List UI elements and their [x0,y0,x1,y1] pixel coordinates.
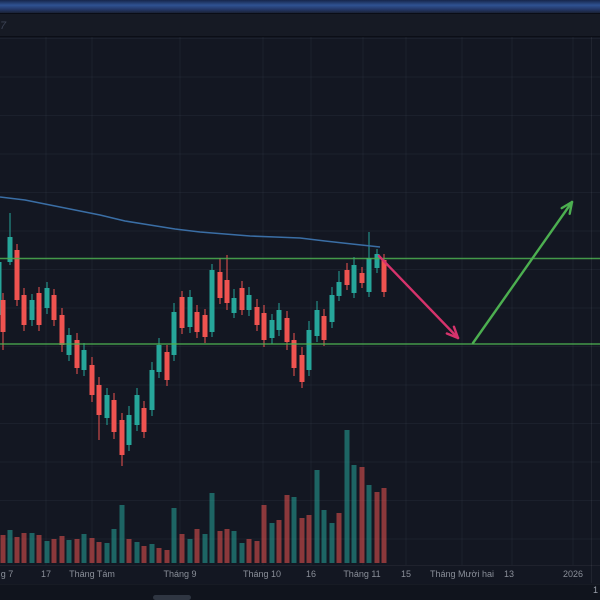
bottom-right-partial-text: 1 [593,585,599,595]
bottom-bar: 1 [0,584,600,600]
time-axis-label: Tháng 9 [163,569,197,579]
chart-grid [0,37,600,565]
window-title-bar[interactable] [0,0,600,14]
time-axis-label: Tháng 10 [242,569,282,579]
toolbar-partial-text: 7 [0,20,6,32]
time-axis[interactable]: g 7 17 Tháng Tám Tháng 9 Tháng 10 16 Tháng 11 1… [0,565,600,584]
time-axis-label: 2026 [562,569,584,579]
ma-line[interactable] [0,196,381,248]
price-axis-separator [591,36,592,583]
arrow-projection-down[interactable] [377,254,460,340]
time-axis-label: Tháng Mười hai [430,569,494,579]
time-axis-label: 16 [305,569,317,579]
time-axis-label: 13 [503,569,515,579]
arrow-projection-up[interactable] [471,200,574,345]
volume-bars [0,430,387,563]
time-axis-label: 17 [40,569,52,579]
scrollbar-thumb[interactable] [153,595,191,600]
time-axis-label: 15 [400,569,412,579]
time-axis-label: g 7 [0,569,14,579]
time-axis-label: Tháng 11 [343,569,381,579]
chart-toolbar[interactable]: 7 [0,14,600,37]
time-axis-label: Tháng Tám [69,569,115,579]
candlesticks [0,213,387,466]
